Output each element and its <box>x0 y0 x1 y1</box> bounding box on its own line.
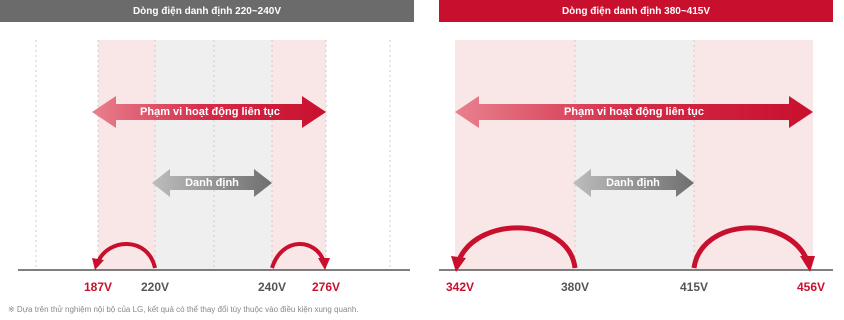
right-guides <box>574 40 695 270</box>
left-curve-arrow-low <box>96 242 157 269</box>
right-continuous-label: Phạm vi hoạt động liên tục <box>564 106 704 118</box>
left-guides <box>35 40 391 270</box>
right-diagram <box>439 40 833 272</box>
left-panel-header: Dòng điện danh định 220~240V <box>0 0 414 22</box>
left-rated-label: Danh định <box>185 177 239 189</box>
left-continuous-label: Phạm vi hoạt động liên tục <box>140 106 280 118</box>
left-diagram <box>18 40 410 271</box>
right-continuous-arrow <box>455 96 813 128</box>
left-tick-2: 220V <box>140 280 170 294</box>
right-gray-zone <box>575 40 694 270</box>
left-curve-arrow-high <box>270 242 326 269</box>
right-tick-4: 456V <box>796 280 826 294</box>
right-curve-arrow-low <box>456 225 578 269</box>
left-continuous-arrow <box>92 96 326 128</box>
left-panel: Dòng điện danh định 220~240V <box>0 0 414 294</box>
right-panel-header: Dòng điện danh định 380~415V <box>439 0 833 22</box>
right-tick-3: 415V <box>679 280 709 294</box>
right-rated-arrow <box>573 169 694 197</box>
right-tick-2: 380V <box>560 280 590 294</box>
footnote: ※ Dựa trên thử nghiệm nội bộ của LG, kết… <box>8 305 359 314</box>
right-panel: Dòng điện danh định 380~415V Phạm vi hoạ <box>439 0 833 294</box>
right-curve-arrow-high <box>691 225 810 269</box>
left-tick-4: 276V <box>311 280 341 294</box>
left-rated-arrow <box>152 169 272 197</box>
right-tick-1: 342V <box>445 280 475 294</box>
left-tick-1: 187V <box>83 280 113 294</box>
left-tick-3: 240V <box>257 280 287 294</box>
right-rated-label: Danh định <box>606 177 660 189</box>
